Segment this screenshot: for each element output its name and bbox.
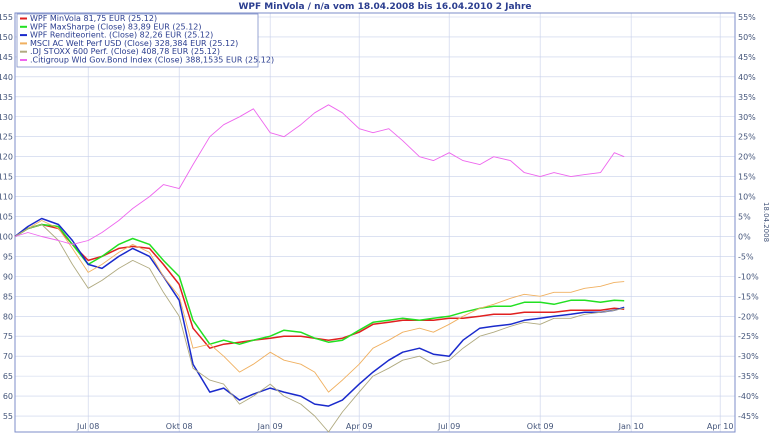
x-tick-label: Jan 10 bbox=[618, 422, 644, 431]
y-left-tick-label: 70 bbox=[3, 352, 13, 361]
x-tick-label: Jul 09 bbox=[437, 422, 460, 431]
series-line bbox=[14, 223, 625, 345]
series-line bbox=[14, 224, 625, 433]
y-left-tick-label: 60 bbox=[3, 392, 13, 401]
chart-title: WPF MinVola / n/a vom 18.04.2008 bis 16.… bbox=[238, 2, 531, 12]
y-right-tick-label: -40% bbox=[738, 392, 759, 401]
x-tick-label: Okt 08 bbox=[166, 422, 193, 431]
y-right-tick-label: 55% bbox=[738, 13, 756, 22]
y-right-tick-label: -30% bbox=[738, 352, 759, 361]
y-left-tick-label: 105 bbox=[0, 213, 13, 222]
legend-label: MSCI AC Welt Perf USD (Close) 328,384 EU… bbox=[30, 39, 238, 48]
legend: WPF MinVola 81,75 EUR (25.12)WPF MaxShar… bbox=[16, 13, 274, 68]
y-left-tick-label: 120 bbox=[0, 153, 13, 162]
y-left-tick-label: 115 bbox=[0, 173, 13, 182]
y-right-tick-label: 45% bbox=[738, 53, 756, 62]
x-tick-label: Jul 08 bbox=[76, 422, 99, 431]
y-left-tick-label: 80 bbox=[3, 312, 13, 321]
y-left-tick-label: 140 bbox=[0, 73, 13, 82]
x-tick-label: Apr 09 bbox=[346, 422, 373, 431]
y-right-tick-label: 35% bbox=[738, 93, 756, 102]
y-left-tick-label: 155 bbox=[0, 13, 13, 22]
y-right-tick-label: 10% bbox=[738, 193, 756, 202]
y-left-tick-label: 150 bbox=[0, 33, 13, 42]
y-left-tick-label: 95 bbox=[3, 252, 13, 261]
y-left-tick-label: 135 bbox=[0, 93, 13, 102]
y-right-tick-label: 40% bbox=[738, 73, 756, 82]
legend-label: .DJ STOXX 600 Perf. (Close) 408,78 EUR (… bbox=[30, 47, 220, 56]
y-right-tick-label: 25% bbox=[738, 133, 756, 142]
side-date-label: 18.04.2008 bbox=[762, 202, 770, 242]
series-line bbox=[14, 220, 625, 393]
axis-layer: 55 -45% 60 -40% 65 -35% 70 -30% 75 -25% 80 -20% 85 -1… bbox=[0, 13, 759, 431]
series-line bbox=[14, 223, 625, 349]
legend-label: WPF MinVola 81,75 EUR (25.12) bbox=[30, 14, 157, 23]
series-layer bbox=[14, 104, 625, 433]
y-right-tick-label: -20% bbox=[738, 312, 759, 321]
y-right-tick-label: 30% bbox=[738, 113, 756, 122]
plot-frame bbox=[14, 12, 736, 433]
series-line bbox=[14, 104, 625, 245]
y-left-tick-label: 100 bbox=[0, 232, 13, 241]
y-right-tick-label: 50% bbox=[738, 33, 756, 42]
y-left-tick-label: 130 bbox=[0, 113, 13, 122]
y-left-tick-label: 90 bbox=[3, 272, 13, 281]
series-line bbox=[14, 217, 625, 407]
x-tick-label: Jan 09 bbox=[257, 422, 283, 431]
y-left-tick-label: 85 bbox=[3, 292, 13, 301]
y-left-tick-label: 65 bbox=[3, 372, 13, 381]
legend-label: .Citigroup Wld Gov.Bond Index (Close) 38… bbox=[30, 56, 274, 65]
y-right-tick-label: -45% bbox=[738, 412, 759, 421]
legend-box bbox=[16, 13, 259, 68]
y-right-tick-label: -25% bbox=[738, 332, 759, 341]
y-left-tick-label: 145 bbox=[0, 53, 13, 62]
y-right-tick-label: 15% bbox=[738, 173, 756, 182]
y-left-tick-label: 55 bbox=[3, 412, 13, 421]
legend-label: WPF MaxSharpe (Close) 83,89 EUR (25.12) bbox=[30, 22, 201, 31]
y-left-tick-label: 125 bbox=[0, 133, 13, 142]
y-right-tick-label: 5% bbox=[738, 213, 751, 222]
x-tick-label: Apr 10 bbox=[707, 422, 734, 431]
y-left-tick-label: 75 bbox=[3, 332, 13, 341]
y-right-tick-label: -10% bbox=[738, 272, 759, 281]
y-right-tick-label: -15% bbox=[738, 292, 759, 301]
x-tick-label: Okt 09 bbox=[527, 422, 554, 431]
y-right-tick-label: -35% bbox=[738, 372, 759, 381]
y-right-tick-label: 20% bbox=[738, 153, 756, 162]
y-right-tick-label: 0% bbox=[738, 232, 751, 241]
grid-layer bbox=[15, 13, 735, 432]
y-right-tick-label: -5% bbox=[738, 252, 754, 261]
legend-items: WPF MinVola 81,75 EUR (25.12)WPF MaxShar… bbox=[20, 14, 274, 65]
legend-label: WPF Renditeorient. (Close) 82,26 EUR (25… bbox=[30, 31, 213, 40]
y-left-tick-label: 110 bbox=[0, 193, 13, 202]
